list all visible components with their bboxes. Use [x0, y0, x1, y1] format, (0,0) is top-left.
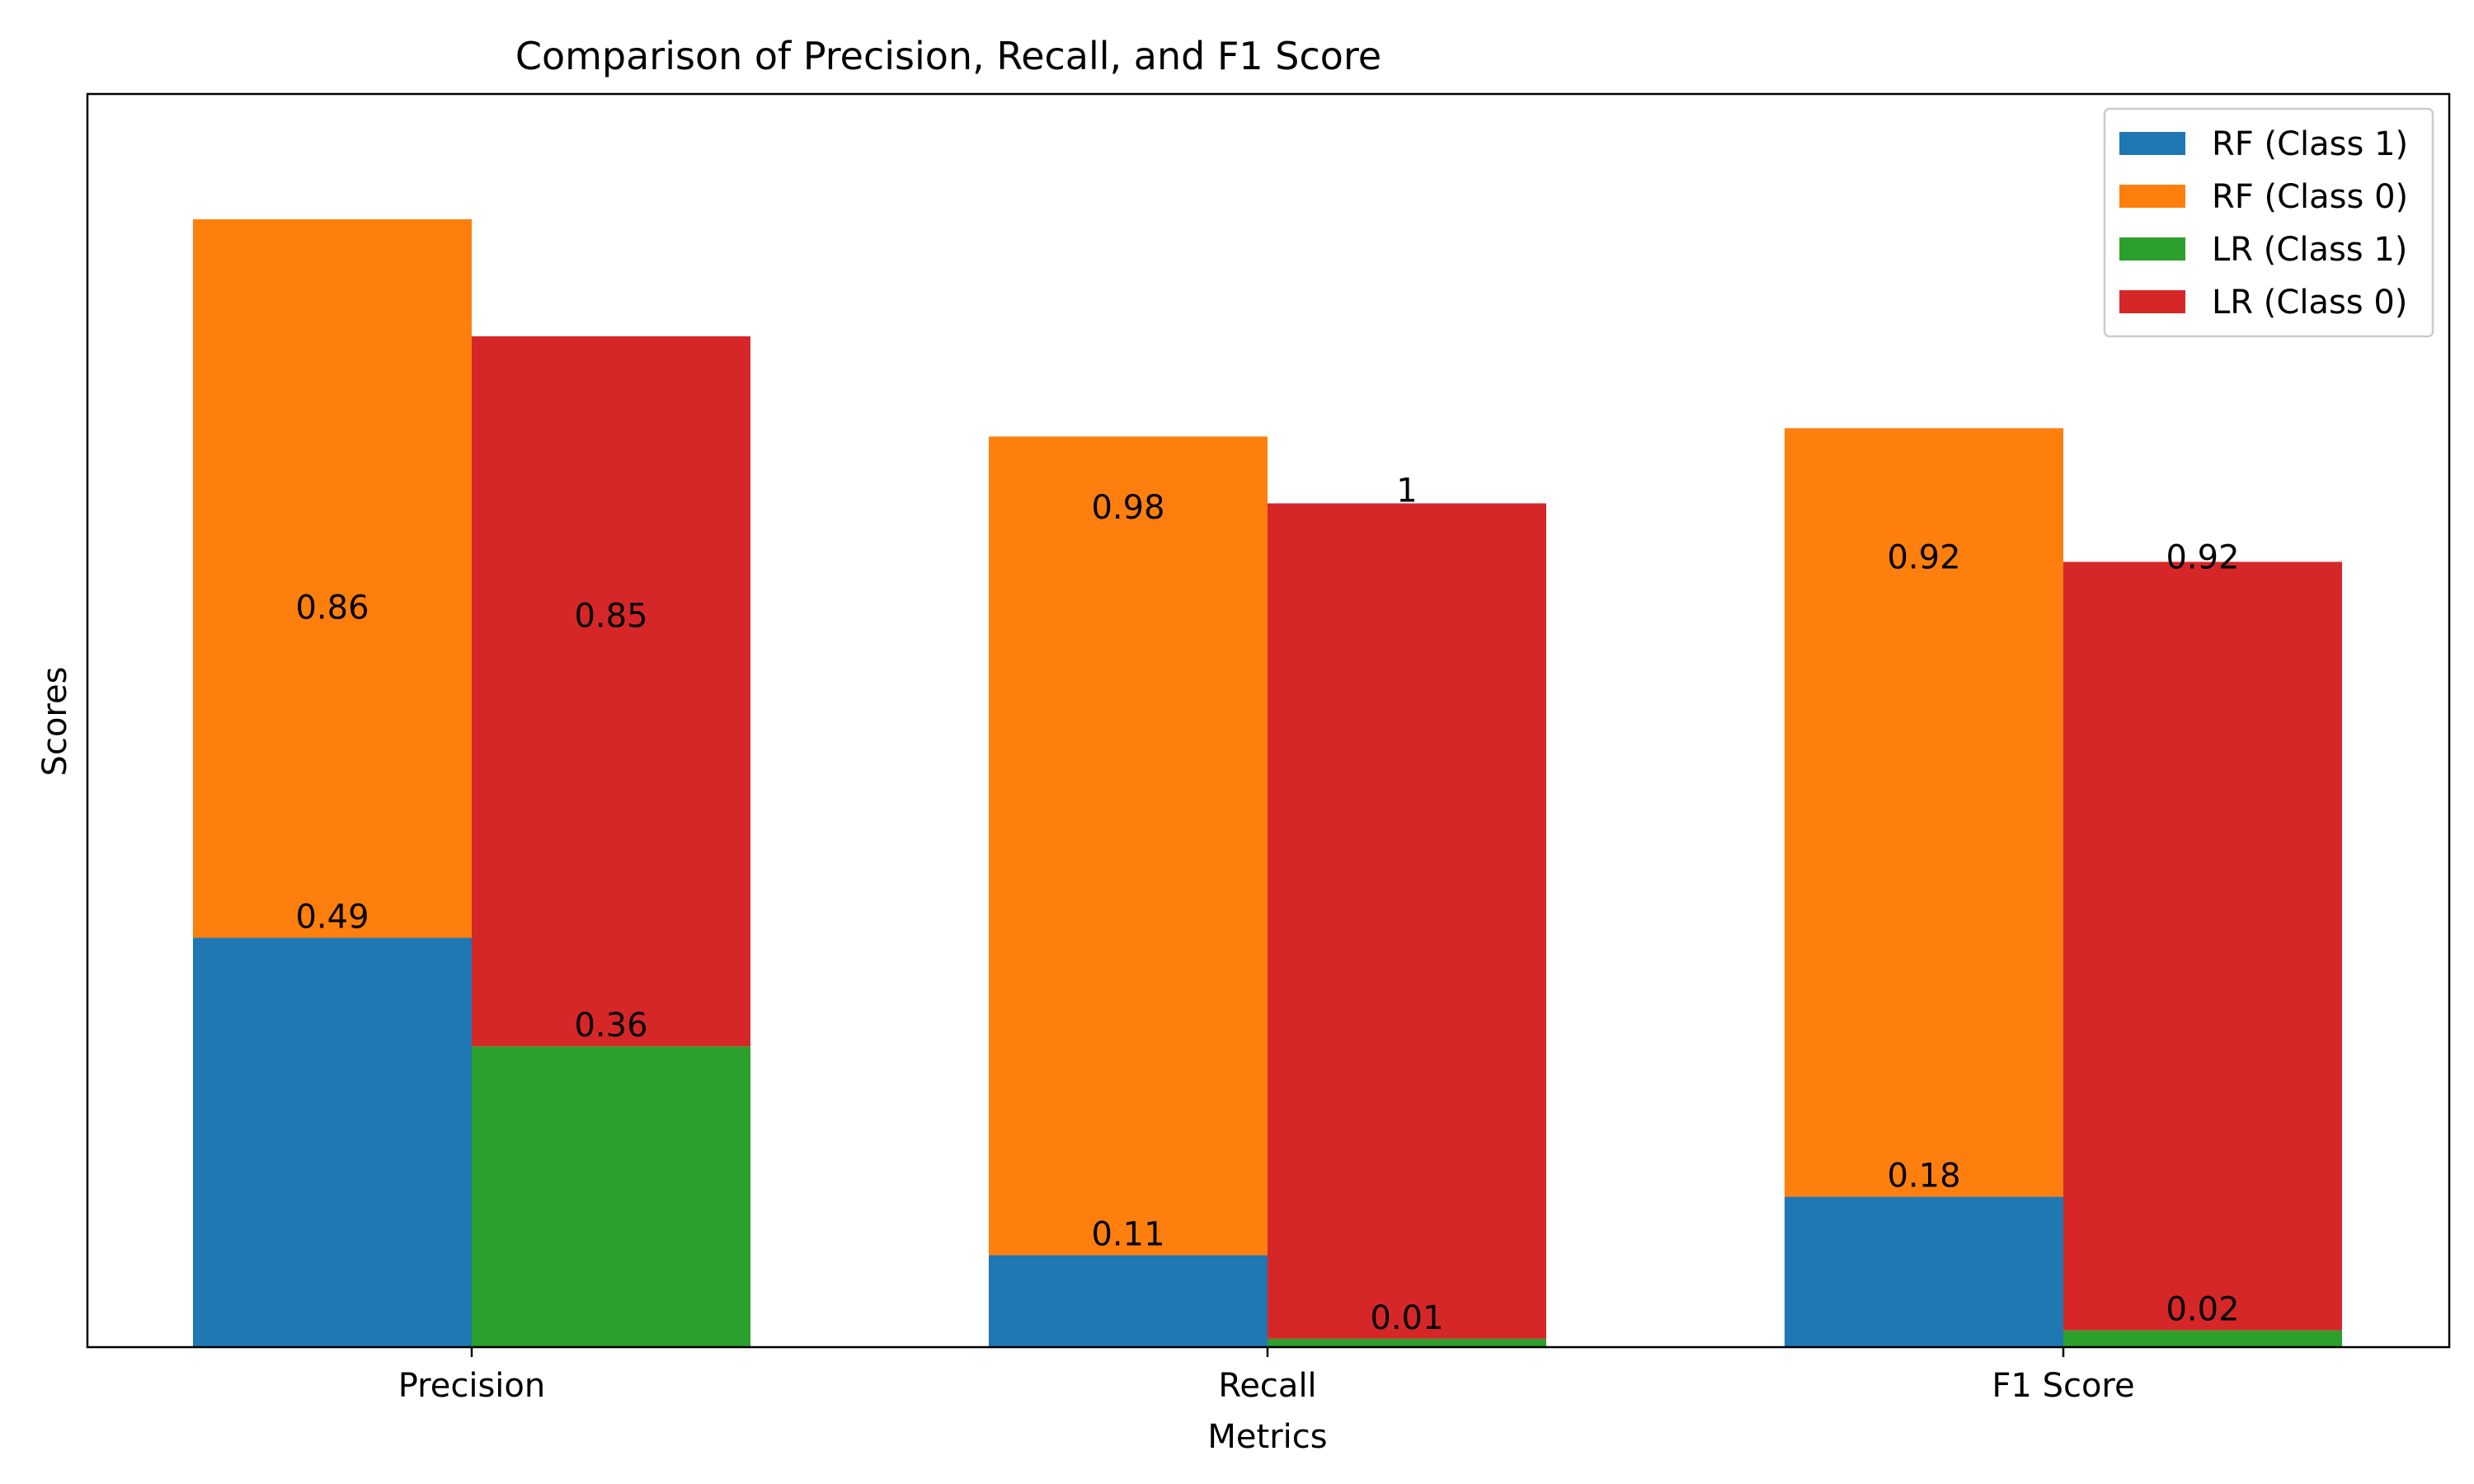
legend-label-rf-class-1: RF (Class 1)	[2212, 125, 2408, 163]
data-labels-layer: 0.49 0.86 0.36 0.85 0.11 0.98 0.01 1 0.18 0.92 0.0…	[295, 472, 2239, 1337]
data-label-rf-class-1-f1-score: 0.18	[1887, 1158, 1960, 1195]
legend-label-lr-class-0: LR (Class 0)	[2212, 284, 2407, 322]
bar-lr-class-1-precision	[472, 1046, 750, 1347]
legend-swatch-rf-class-0	[2119, 185, 2185, 208]
bar-rf-class-0-f1-score	[1785, 428, 2063, 1197]
data-label-lr-class-1-f1-score: 0.02	[2166, 1291, 2239, 1329]
x-tick-label-recall: Recall	[1218, 1367, 1316, 1405]
bar-lr-class-1-recall	[1268, 1338, 1546, 1347]
bar-lr-class-1-f1-score	[2063, 1330, 2342, 1347]
legend-frame	[2103, 107, 2434, 338]
legend-label-rf-class-0: RF (Class 0)	[2212, 178, 2408, 216]
bars-layer	[193, 219, 2342, 1347]
x-tick-label-f1-score: F1 Score	[1992, 1367, 2134, 1405]
data-label-rf-class-0-recall: 0.98	[1091, 489, 1164, 527]
data-label-rf-class-0-f1-score: 0.92	[1887, 539, 1960, 577]
y-axis-label: Scores	[36, 667, 74, 777]
bar-rf-class-0-recall	[989, 436, 1268, 1256]
data-label-lr-class-1-recall: 0.01	[1370, 1299, 1443, 1337]
data-label-rf-class-1-recall: 0.11	[1091, 1216, 1164, 1254]
chart-title: Comparison of Precision, Recall, and F1 …	[515, 34, 1381, 78]
bar-rf-class-0-precision	[193, 219, 472, 938]
legend-swatch-lr-class-1	[2119, 237, 2185, 261]
bar-lr-class-0-precision	[472, 336, 750, 1047]
data-label-lr-class-0-f1-score: 0.92	[2166, 539, 2239, 577]
legend-swatch-rf-class-1	[2119, 132, 2185, 155]
data-label-lr-class-1-precision: 0.36	[574, 1007, 647, 1045]
legend-label-lr-class-1: LR (Class 1)	[2212, 231, 2407, 269]
x-axis-label: Metrics	[1207, 1418, 1327, 1456]
legend-swatch-lr-class-0	[2119, 290, 2185, 313]
bar-rf-class-1-f1-score	[1785, 1196, 2063, 1347]
x-tick-label-precision: Precision	[398, 1367, 545, 1405]
bar-lr-class-0-recall	[1268, 503, 1546, 1339]
x-ticks-layer: Precision Recall F1 Score	[398, 1347, 2135, 1405]
data-label-lr-class-0-recall: 1	[1396, 472, 1417, 510]
data-label-rf-class-0-precision: 0.86	[295, 589, 369, 627]
data-label-lr-class-0-precision: 0.85	[574, 598, 647, 636]
bar-rf-class-1-precision	[193, 937, 472, 1347]
legend: RF (Class 1) RF (Class 0) LR (Class 1) LR (…	[2103, 107, 2434, 338]
bar-lr-class-0-f1-score	[2063, 561, 2342, 1331]
bar-rf-class-1-recall	[989, 1255, 1268, 1347]
data-label-rf-class-1-precision: 0.49	[295, 898, 369, 936]
